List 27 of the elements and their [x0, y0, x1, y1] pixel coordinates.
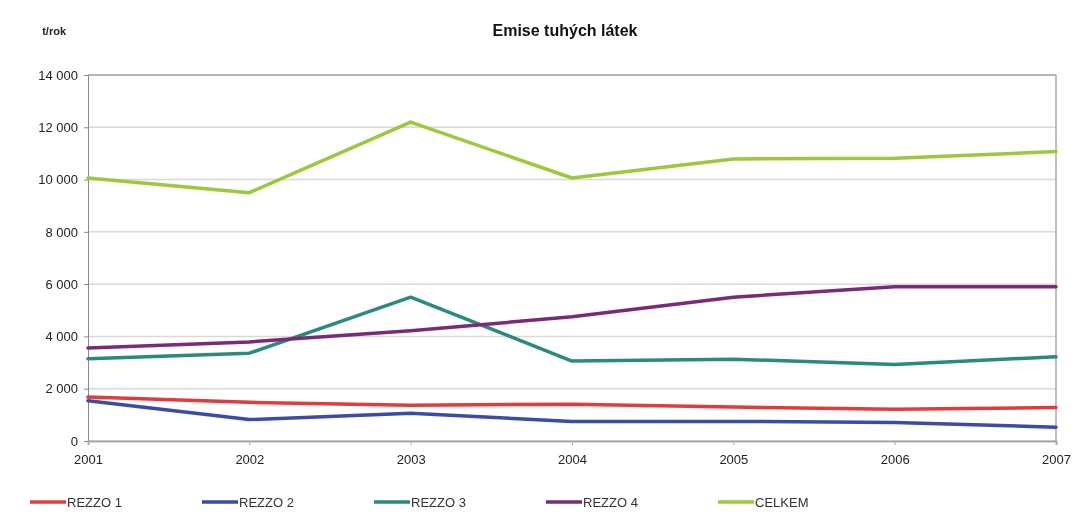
y-tick-label: 14 000: [38, 67, 78, 83]
line-series: [86, 395, 1058, 412]
y-tick-label: 6 000: [45, 276, 78, 292]
y-tick-label: 10 000: [38, 172, 78, 188]
line-series: [86, 398, 1058, 429]
y-tick-label: 0: [70, 433, 78, 449]
legend-label: REZZO 4: [583, 495, 638, 510]
line-series: [86, 120, 1058, 195]
x-tick-label: 2002: [235, 452, 265, 468]
y-tick-label: 2 000: [45, 381, 78, 397]
x-tick-label: 2007: [1042, 452, 1071, 468]
x-tick-label: 2003: [396, 452, 426, 468]
x-tick-label: 2004: [558, 452, 587, 468]
y-tick-label: 12 000: [38, 119, 78, 135]
line-series: [86, 285, 1058, 350]
chart-title: Emise tuhých látek: [492, 22, 638, 39]
legend-label: CELKEM: [755, 495, 809, 510]
x-tick-label: 2006: [880, 452, 910, 468]
legend-label: REZZO 3: [411, 495, 466, 510]
y-tick-label: 8 000: [45, 224, 78, 240]
x-tick-label: 2005: [719, 452, 749, 468]
legend-label: REZZO 2: [239, 495, 294, 510]
y-tick-label: 4 000: [45, 329, 78, 345]
x-tick-label: 2001: [74, 452, 103, 468]
legend-label: REZZO 1: [67, 495, 122, 510]
y-axis-title: t/rok: [42, 25, 67, 37]
line-series: [86, 295, 1058, 367]
